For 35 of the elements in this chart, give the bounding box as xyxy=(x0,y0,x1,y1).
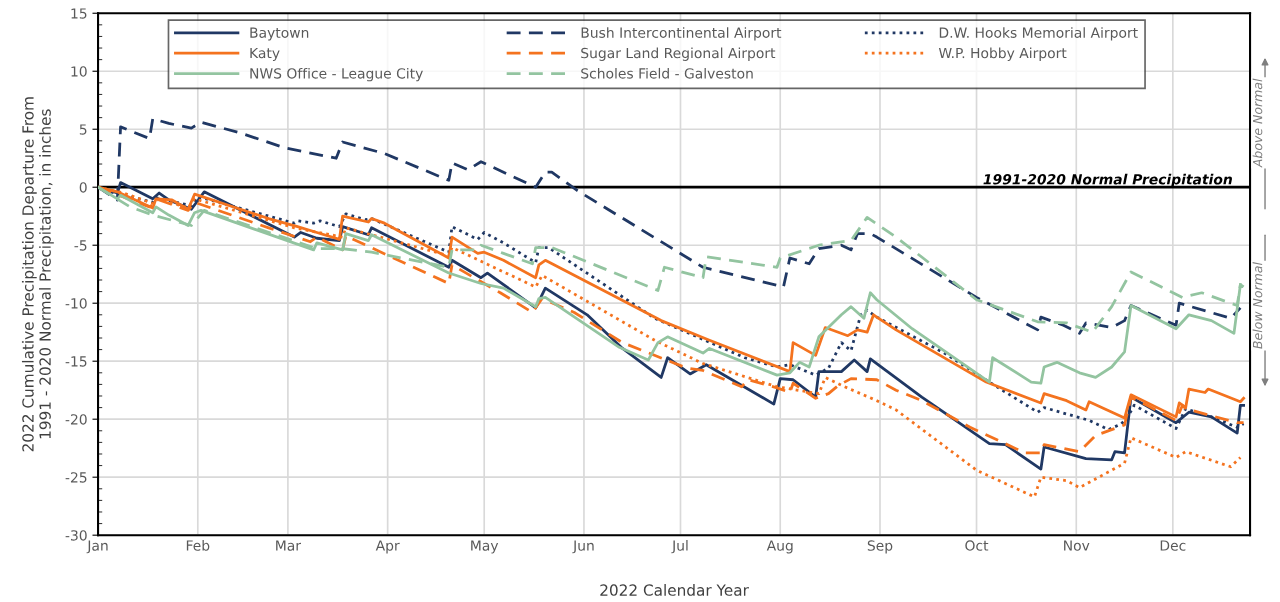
text: Above Normal xyxy=(1252,78,1263,168)
text: Below Normal xyxy=(1252,262,1263,349)
x-tick-label: Nov xyxy=(1064,540,1090,551)
ref-line-label: 1991-2020 Normal Precipitation xyxy=(983,173,1232,188)
x-tick-label: Jul xyxy=(671,540,688,554)
y-tick-label: -25 xyxy=(65,472,87,483)
y-tick-label: 15 xyxy=(71,8,87,19)
x-tick-label: Aug xyxy=(766,540,793,554)
legend-label: D.W. Hooks Memorial Airport xyxy=(939,27,1138,41)
y-tick-label: -10 xyxy=(65,298,87,309)
legend-label: Baytown xyxy=(250,27,309,41)
x-tick-label: Apr xyxy=(375,540,400,554)
legend-label: Sugar Land Regional Airport xyxy=(581,47,776,61)
y-tick-label: 5 xyxy=(79,124,87,135)
y-tick-label: 0 xyxy=(79,182,87,193)
x-tick-label: Mar xyxy=(276,540,301,551)
y-tick-label: -5 xyxy=(74,240,87,251)
y-tick-label: -20 xyxy=(65,414,87,425)
y-axis-title: 2022 Cumulative Precipitation Departure From 1991 - 2020 Normal Precipitation, in inches xyxy=(21,97,54,452)
y-tick-label: -30 xyxy=(65,530,87,541)
x-tick-label: Sep xyxy=(867,540,893,554)
x-tick-label: Jun xyxy=(572,540,594,554)
x-tick-label: May xyxy=(471,540,499,554)
legend-label: Bush Intercontinental Airport xyxy=(581,27,782,41)
x-tick-label: Feb xyxy=(186,540,210,551)
x-tick-label: Oct xyxy=(965,540,989,551)
legend-label: NWS Office - League City xyxy=(250,67,423,82)
x-tick-label: Jan xyxy=(86,540,108,554)
x-tick-label: Dec xyxy=(1160,540,1186,551)
y-tick-label: -15 xyxy=(65,356,87,367)
legend-label: Scholes Field - Galveston xyxy=(581,67,753,79)
legend-label: Katy xyxy=(250,47,280,61)
legend-label: W.P. Hobby Airport xyxy=(938,47,1067,61)
y-tick-label: 10 xyxy=(71,66,87,77)
x-axis-title: 2022 Calendar Year xyxy=(600,584,749,596)
